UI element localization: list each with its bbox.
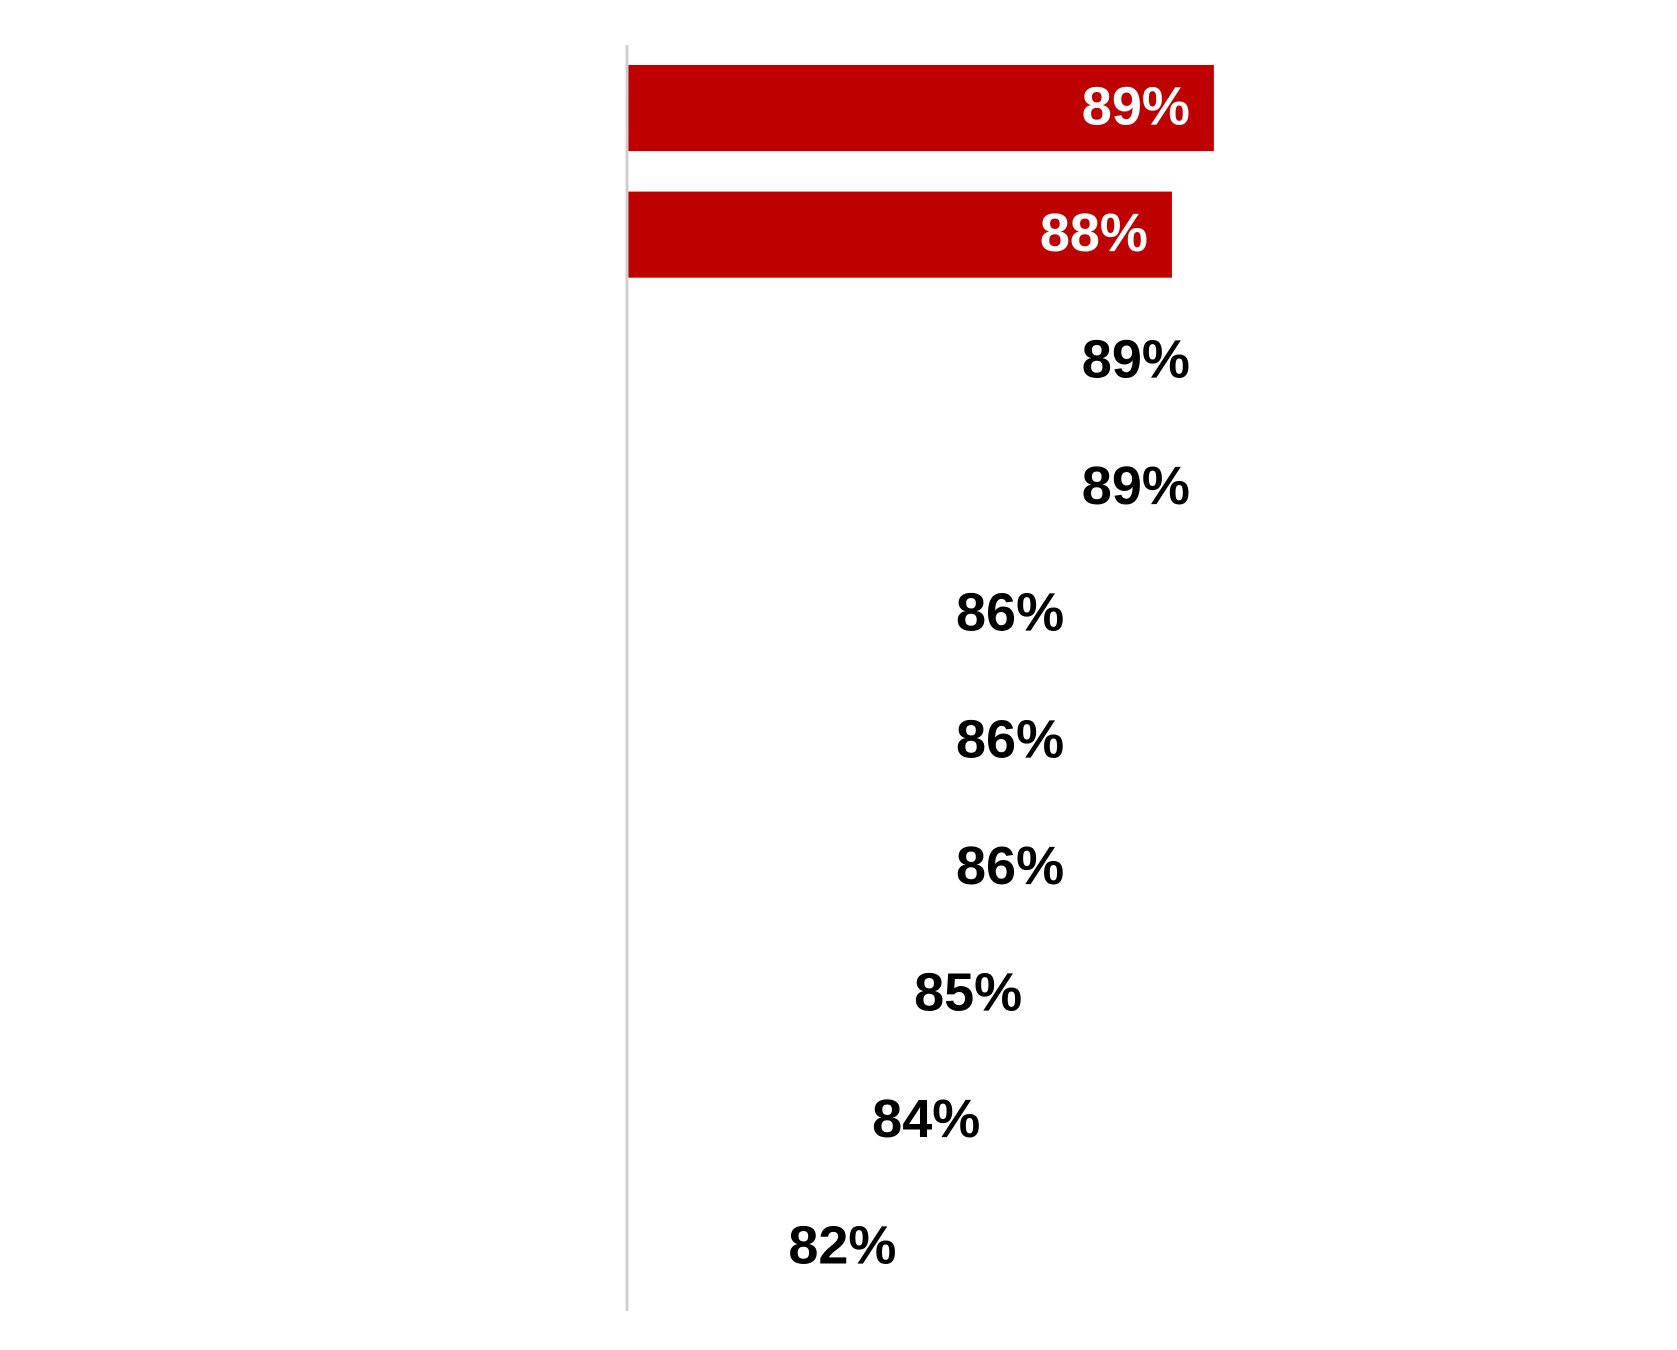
value-label: 88%: [1040, 203, 1148, 263]
value-label: 89%: [1082, 330, 1190, 390]
value-label: 89%: [1082, 76, 1190, 136]
bar: [627, 1204, 921, 1291]
value-label: 85%: [914, 963, 1022, 1023]
bar: [627, 318, 1214, 405]
bar: [627, 191, 1172, 278]
bar: [627, 1077, 1005, 1164]
bar: [627, 824, 1089, 911]
bar: [627, 698, 1089, 785]
value-label: 84%: [872, 1089, 980, 1149]
value-label: 86%: [956, 709, 1064, 769]
value-label: 86%: [956, 583, 1064, 643]
bar: [627, 951, 1047, 1038]
bar: [627, 444, 1214, 531]
bar: [627, 65, 1214, 152]
bar: [627, 571, 1089, 658]
value-label: 82%: [788, 1216, 896, 1276]
value-label: 89%: [1082, 456, 1190, 516]
value-label: 86%: [956, 836, 1064, 896]
